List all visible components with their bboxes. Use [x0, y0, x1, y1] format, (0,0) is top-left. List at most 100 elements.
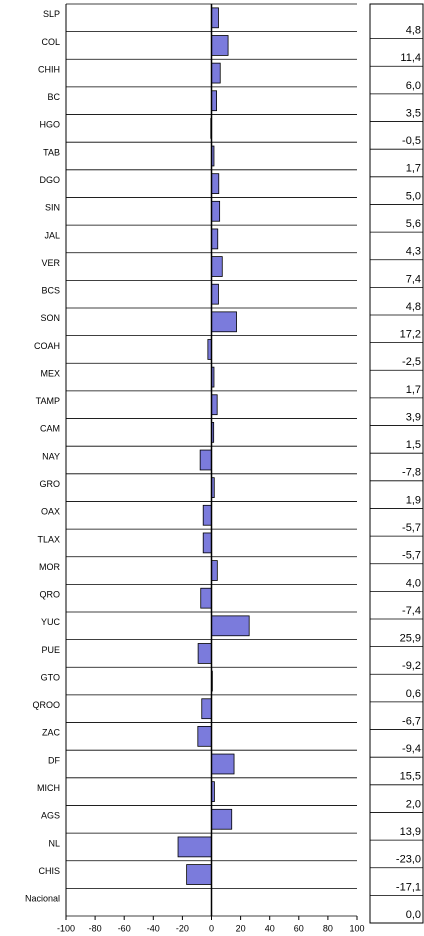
value-cell: 13,9 [400, 826, 421, 838]
x-tick-label: -20 [176, 923, 189, 933]
value-cell: 4,8 [406, 25, 421, 37]
value-cell: -9,4 [402, 743, 421, 755]
bar [197, 643, 212, 664]
category-label: ZAC [42, 728, 61, 738]
bar [211, 200, 221, 222]
value-cell: -7,4 [402, 605, 421, 617]
x-tick-label: 0 [209, 923, 214, 933]
value-cell: 2,0 [406, 798, 421, 810]
category-label: CAM [40, 424, 60, 434]
bar [211, 90, 217, 112]
value-cell: 4,0 [406, 577, 421, 589]
value-cell: -5,7 [402, 522, 421, 534]
bar [211, 394, 218, 416]
bar [211, 615, 250, 637]
x-tick-label: 40 [265, 923, 275, 933]
category-label: GTO [41, 672, 60, 682]
bar [197, 726, 212, 747]
x-tick-label: -80 [89, 923, 102, 933]
category-label: AGS [41, 811, 60, 821]
category-label: DGO [39, 175, 60, 185]
bar [211, 560, 218, 581]
bar [211, 62, 221, 84]
x-tick-label: -60 [118, 923, 131, 933]
category-label: TLAX [37, 534, 60, 544]
value-cell: 4,3 [406, 246, 421, 258]
x-tick-label: 60 [294, 923, 304, 933]
category-label: OAX [41, 507, 60, 517]
category-label: MOR [39, 562, 60, 572]
category-label: SIN [45, 203, 60, 213]
x-tick-label: 20 [236, 923, 246, 933]
value-cell: 1,5 [406, 439, 421, 451]
bar [211, 808, 233, 830]
category-label: NAY [42, 451, 60, 461]
category-label: QROO [32, 700, 60, 710]
bar [211, 753, 235, 775]
bar [211, 7, 219, 29]
category-label: TAMP [36, 396, 60, 406]
category-label: COL [41, 37, 60, 47]
bar [177, 836, 212, 858]
category-label: SLP [43, 9, 60, 19]
category-label: GRO [39, 479, 60, 489]
value-cell: -2,5 [402, 356, 421, 368]
category-label: TAB [43, 147, 60, 157]
bar [186, 864, 212, 885]
value-cell: 4,8 [406, 301, 421, 313]
value-cell: 1,7 [406, 384, 421, 396]
category-label: YUC [41, 617, 61, 627]
value-cell: 3,5 [406, 107, 421, 119]
value-cell: 25,9 [400, 633, 421, 645]
x-tick-label: -100 [57, 923, 75, 933]
category-label: VER [41, 258, 60, 268]
bar [200, 587, 212, 609]
category-label: NL [48, 838, 60, 848]
category-label: CHIS [38, 866, 60, 876]
category-label: BCS [41, 286, 60, 296]
category-label: SON [40, 313, 60, 323]
category-label: MEX [40, 368, 60, 378]
value-cell: 1,9 [406, 494, 421, 506]
bar [211, 35, 229, 56]
value-cell: 0,6 [406, 688, 421, 700]
bar [202, 532, 212, 554]
category-label: MICH [37, 783, 60, 793]
x-tick-label: -40 [147, 923, 160, 933]
category-label: DF [48, 755, 60, 765]
category-label: BC [47, 92, 60, 102]
value-cell: 11,4 [400, 52, 421, 64]
category-label: CHIH [38, 64, 60, 74]
value-cell: -6,7 [402, 715, 421, 727]
category-label: COAH [34, 341, 60, 351]
value-cell: -5,7 [402, 550, 421, 562]
bar [199, 449, 212, 471]
value-cell: -7,8 [402, 467, 421, 479]
category-label: JAL [44, 230, 60, 240]
value-cell: -23,0 [396, 854, 421, 866]
value-cell: -0,5 [402, 135, 421, 147]
category-label: Nacional [25, 894, 60, 904]
value-cell: 5,6 [406, 218, 421, 230]
x-tick-label: 100 [349, 923, 364, 933]
category-label: HGO [39, 120, 60, 130]
value-cell: 15,5 [400, 771, 421, 783]
bar [202, 504, 212, 526]
value-cell: 1,7 [406, 163, 421, 175]
value-cell: -17,1 [396, 881, 421, 893]
value-cell: 17,2 [400, 329, 421, 341]
value-cell: 3,9 [406, 411, 421, 423]
x-tick-label: 80 [323, 923, 333, 933]
value-cell: 0,0 [406, 909, 421, 921]
bar [211, 173, 220, 194]
bar [211, 228, 219, 250]
value-cell: -9,2 [402, 660, 421, 672]
bar [211, 283, 219, 305]
bar [211, 311, 237, 333]
bar [211, 256, 223, 277]
value-cell: 5,0 [406, 190, 421, 202]
category-label: PUE [41, 645, 60, 655]
category-label: QRO [39, 590, 60, 600]
value-cell: 7,4 [406, 273, 421, 285]
